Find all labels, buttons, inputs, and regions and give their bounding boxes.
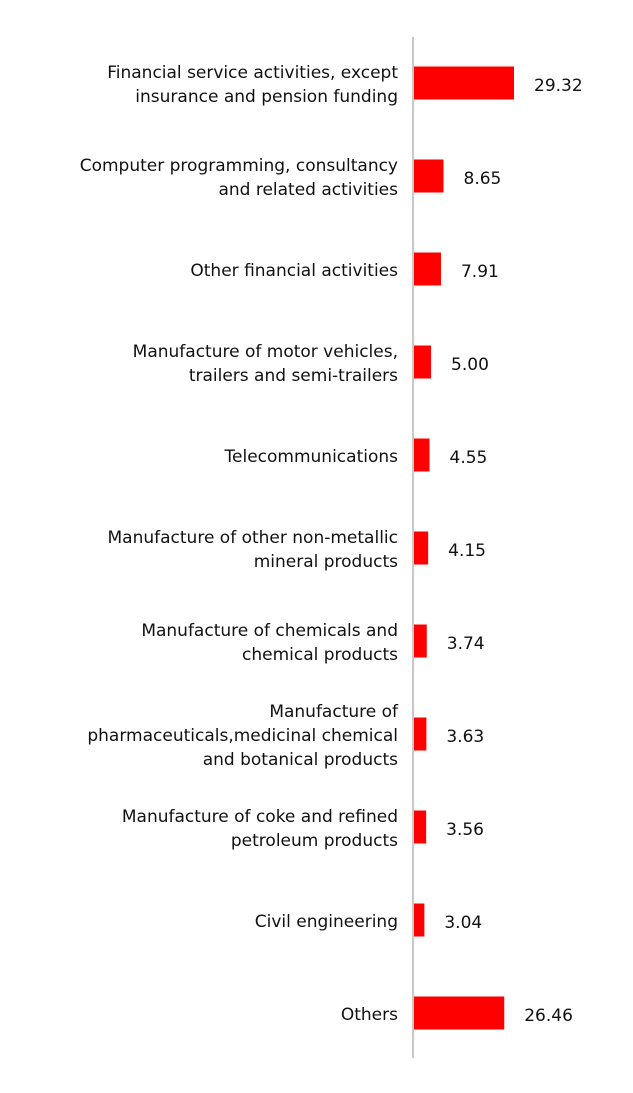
value-label: 3.56	[446, 820, 484, 840]
value-label: 7.91	[461, 262, 499, 282]
category-label: petroleum products	[231, 831, 398, 851]
bar	[414, 996, 505, 1030]
category-label: Manufacture of coke and refined	[122, 807, 398, 827]
bar	[414, 252, 441, 286]
value-label: 4.55	[450, 448, 488, 468]
category-label: Manufacture of chemicals and	[141, 621, 398, 641]
category-label: Telecommunications	[224, 447, 399, 467]
value-label: 8.65	[464, 169, 502, 189]
bar	[414, 159, 444, 193]
value-label: 26.46	[524, 1006, 573, 1026]
category-label: and related activities	[218, 180, 398, 200]
value-label: 3.04	[444, 913, 482, 933]
value-label: 29.32	[534, 76, 583, 96]
bar	[414, 345, 432, 379]
category-label: Others	[341, 1005, 398, 1025]
bar	[414, 624, 427, 658]
category-label: mineral products	[254, 552, 398, 572]
bar	[414, 438, 430, 472]
bar	[414, 903, 425, 937]
category-label: Computer programming, consultancy	[80, 156, 398, 176]
category-label: trailers and semi-trailers	[189, 366, 398, 386]
bar	[414, 531, 429, 565]
category-label: Civil engineering	[255, 912, 398, 932]
bar	[414, 717, 427, 751]
category-label: Financial service activities, except	[107, 63, 398, 83]
bar	[414, 66, 514, 100]
category-label: pharmaceuticals,medicinal chemical	[87, 726, 398, 746]
value-label: 5.00	[451, 355, 489, 375]
category-label: Manufacture of other non-metallic	[108, 528, 399, 548]
category-label: Manufacture of	[269, 702, 399, 722]
value-label: 4.15	[448, 541, 486, 561]
category-label: insurance and pension funding	[135, 87, 398, 107]
category-label: Other financial activities	[190, 261, 398, 281]
category-label: chemical products	[242, 645, 398, 665]
value-label: 3.74	[447, 634, 485, 654]
value-label: 3.63	[446, 727, 484, 747]
category-label: and botanical products	[203, 750, 398, 770]
category-label: Manufacture of motor vehicles,	[133, 342, 398, 362]
bar	[414, 810, 427, 844]
